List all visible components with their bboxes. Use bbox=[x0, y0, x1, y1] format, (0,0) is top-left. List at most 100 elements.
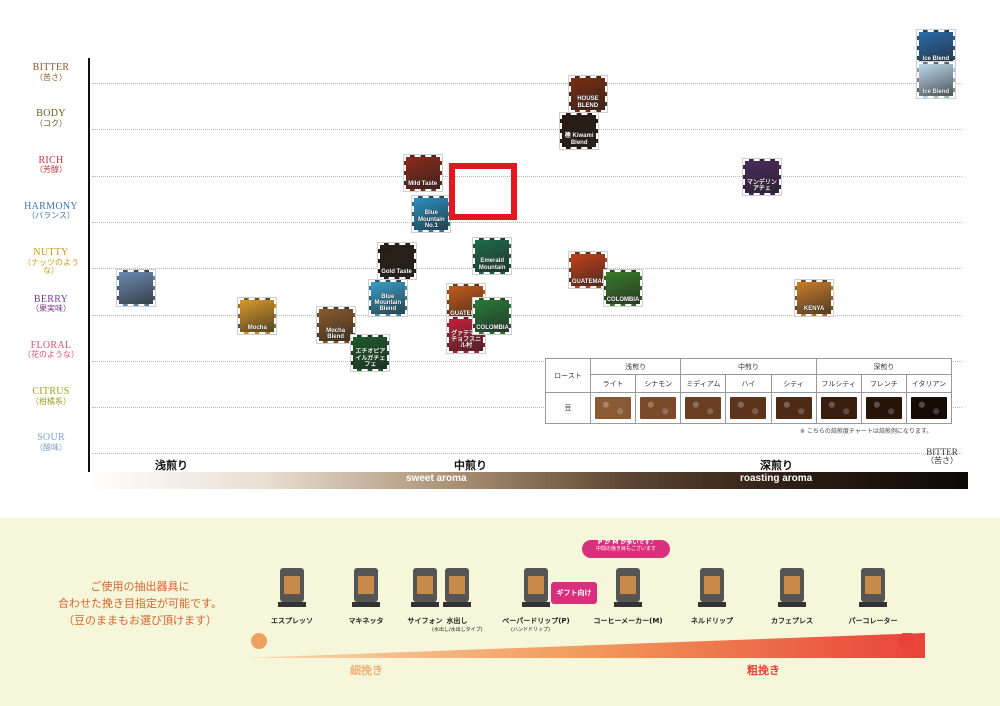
y-level-label: NUTTY （ナッツのような） bbox=[23, 247, 79, 276]
brew-tool-icon bbox=[522, 568, 550, 607]
roast-table-note: ※ こちらの焙煎度チャートは焙煎例になります。 bbox=[800, 428, 933, 435]
y-level-label: FLORAL （花のような） bbox=[23, 339, 79, 360]
bean-swatch bbox=[775, 397, 812, 419]
bean-swatch bbox=[685, 397, 722, 419]
brew-tool bbox=[270, 562, 314, 610]
brew-tool-sublabel: (ハンドドリップ) bbox=[511, 627, 550, 633]
bean-cell bbox=[905, 392, 953, 424]
coarse-grind-label: 粗挽き bbox=[747, 664, 780, 677]
y-level-label: BERRY （果実味） bbox=[31, 293, 71, 313]
brew-tool-icon bbox=[411, 568, 439, 607]
x-axis-gradient-bar: sweet aroma roasting aroma bbox=[88, 472, 968, 489]
product-stamp: Mild Taste bbox=[402, 153, 443, 192]
y-axis-line bbox=[88, 58, 90, 489]
brew-tool bbox=[435, 562, 479, 610]
grid-line bbox=[92, 268, 962, 270]
grid-line bbox=[92, 175, 962, 177]
roast-group-light: 浅煎り bbox=[589, 358, 682, 375]
product-stamp: GUATEMALA bbox=[567, 250, 608, 289]
roast-level: イタリアン bbox=[905, 374, 953, 393]
bean-swatch bbox=[730, 397, 767, 419]
roast-row-label: ロースト bbox=[545, 358, 591, 393]
bean-swatch bbox=[595, 397, 632, 419]
bean-cell bbox=[815, 392, 862, 424]
grid-line bbox=[92, 83, 962, 84]
x-axis-end-label: BITTER （苦さ） bbox=[926, 447, 958, 466]
bean-swatch bbox=[640, 397, 677, 419]
product-stamp: Mocha bbox=[237, 297, 278, 336]
product-stamp: COLOMBIA bbox=[472, 297, 513, 336]
product-stamp: COLOMBIA bbox=[602, 269, 643, 308]
roast-level: フルシティ bbox=[815, 374, 862, 393]
bean-row-label: 豆 bbox=[545, 392, 591, 424]
roast-level: フレンチ bbox=[860, 374, 907, 393]
recommend-pill: P か M が多いです♪ 中間の挽き目もございます bbox=[582, 539, 670, 558]
brew-tool bbox=[514, 562, 558, 610]
brew-tool-icon bbox=[859, 568, 887, 607]
y-level-label: BITTER （苦さ） bbox=[32, 62, 70, 82]
gift-badge: ギフト向け bbox=[551, 582, 597, 604]
bean-swatch bbox=[865, 397, 902, 419]
roast-level: ハイ bbox=[725, 374, 772, 393]
bean-cell bbox=[860, 392, 907, 424]
y-level-label: CITRUS （柑橘系） bbox=[31, 386, 71, 406]
brew-tool bbox=[851, 562, 895, 610]
product-stamp: Emerald Mountain bbox=[472, 236, 513, 275]
bean-cell bbox=[680, 392, 727, 424]
bean-swatch bbox=[820, 397, 857, 419]
brew-tool bbox=[403, 562, 447, 610]
y-level-label: HARMONY （バランス） bbox=[24, 200, 78, 221]
brew-tool-label: ネルドリップ bbox=[691, 617, 733, 625]
brew-tool-label: カフェプレス bbox=[771, 617, 813, 625]
product-stamp: HOUSE BLEND bbox=[567, 74, 608, 113]
roasting-aroma-label: roasting aroma bbox=[740, 473, 813, 484]
product-stamp: Ice Blend bbox=[915, 28, 956, 67]
roast-level: ライト bbox=[589, 374, 637, 393]
brew-tool-label: エスプレッソ bbox=[271, 617, 313, 625]
brew-tool bbox=[690, 562, 734, 610]
y-level-label: SOUR （酸味） bbox=[35, 432, 67, 452]
brew-tool-label: コーヒーメーカー(M) bbox=[593, 617, 663, 625]
brew-tool-label: 水出し bbox=[446, 617, 468, 625]
bean-cell bbox=[635, 392, 682, 424]
bean-swatch bbox=[910, 397, 947, 419]
bean-cell bbox=[589, 392, 637, 424]
brew-tool-icon bbox=[698, 568, 726, 607]
bean-cell bbox=[770, 392, 817, 424]
grid-line bbox=[92, 129, 962, 131]
grid-line bbox=[92, 360, 962, 362]
brew-tool bbox=[606, 562, 650, 610]
brew-tool bbox=[344, 562, 388, 610]
product-stamp bbox=[115, 269, 156, 308]
brew-tool-icon bbox=[443, 568, 471, 607]
product-stamp: Gold Taste bbox=[376, 241, 417, 280]
grid-line bbox=[92, 407, 962, 409]
brew-tool-label: サイフォン bbox=[407, 617, 443, 625]
product-stamp: KENYA bbox=[794, 278, 835, 317]
grind-description: ご使用の抽出器具に 合わせた挽き目指定が可能です。 （豆のままもお選び頂けます） bbox=[58, 580, 222, 628]
grind-section bbox=[0, 518, 1000, 706]
roast-table: ロースト 浅煎り 中煎り 深煎り ライト シナモン ミディアム ハイ シティ フルシティフ… bbox=[545, 358, 953, 424]
bean-cell bbox=[725, 392, 772, 424]
y-level-label: RICH （芳醇） bbox=[35, 154, 67, 175]
grid-line bbox=[92, 221, 962, 223]
roast-level: ミディアム bbox=[680, 374, 727, 393]
grid-line bbox=[92, 453, 962, 455]
product-stamp: マンデリン アチェ bbox=[741, 158, 782, 197]
brew-tool-label: マキネッタ bbox=[348, 617, 384, 625]
brew-tool-label: ペーパードリップ(P) bbox=[502, 617, 570, 625]
product-stamp: Blue Mountain No.1 bbox=[411, 195, 452, 234]
product-stamp: Ice Blend bbox=[915, 60, 956, 99]
roast-group-dark: 深煎り bbox=[815, 358, 953, 375]
brew-tool bbox=[770, 562, 814, 610]
roast-level: シナモン bbox=[635, 374, 682, 393]
fine-grind-label: 細挽き bbox=[350, 664, 383, 677]
brew-tool-icon bbox=[352, 568, 380, 607]
product-stamp: 極 Kiwami Blend bbox=[559, 111, 600, 150]
roast-label-medium: 中煎り bbox=[454, 459, 487, 472]
grind-gradient-bar bbox=[245, 633, 925, 658]
product-stamp: グァテマラ チョフスニル村 bbox=[446, 315, 487, 354]
y-level-label: BODY （コク） bbox=[35, 108, 67, 128]
product-stamp: Mocha Blend bbox=[315, 306, 356, 345]
